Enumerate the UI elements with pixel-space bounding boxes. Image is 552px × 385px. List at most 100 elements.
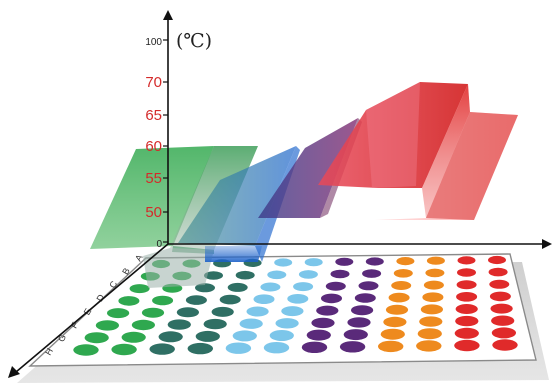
well-C7 [325, 281, 346, 291]
axes: 0 50 55 60 65 70 100 (℃) [8, 10, 552, 378]
red-ribbon-wall-right [422, 84, 470, 218]
well-C8 [358, 281, 379, 291]
well-G10 [417, 328, 442, 340]
temperature-unit-label: (℃) [176, 30, 212, 52]
row-label-H: H [43, 346, 55, 357]
well-D6 [287, 294, 309, 304]
well-C11 [456, 280, 477, 290]
well-D11 [456, 292, 478, 302]
well-H3 [149, 343, 175, 355]
well-H9 [378, 340, 404, 353]
well-B12 [488, 267, 508, 277]
well-G12 [491, 327, 516, 339]
well-G5 [232, 330, 257, 342]
well-A8 [365, 257, 384, 266]
well-F1 [95, 320, 119, 331]
y-axis-arrow [163, 10, 173, 20]
row-label-G: G [56, 333, 68, 344]
well-B6 [298, 270, 318, 279]
y-tick-label-70: 70 [145, 74, 162, 91]
well-E12 [490, 303, 513, 314]
x-axis-arrow [542, 239, 552, 249]
purple-ribbon-top [258, 118, 358, 218]
well-D12 [489, 291, 511, 302]
well-E1 [107, 308, 130, 319]
y-tick-label-55: 55 [145, 170, 162, 187]
well-A7 [335, 257, 354, 266]
well-H2 [111, 343, 137, 356]
well-D3 [185, 295, 207, 305]
green-ribbon-top [90, 146, 214, 249]
y-tick-label-65: 65 [145, 107, 162, 124]
well-C6 [293, 282, 314, 292]
well-grid [73, 255, 518, 356]
well-F4 [203, 318, 227, 330]
well-G3 [158, 331, 183, 343]
well-G4 [195, 330, 220, 342]
well-A9 [396, 257, 415, 266]
well-H12 [492, 339, 518, 351]
well-H7 [301, 341, 328, 353]
well-B3 [204, 271, 223, 280]
well-E4 [211, 306, 234, 317]
y-tick-label-60: 60 [145, 138, 162, 155]
well-F7 [311, 317, 335, 329]
well-H4 [187, 342, 213, 355]
well-B9 [393, 269, 413, 278]
well-C9 [391, 281, 412, 290]
well-G6 [269, 330, 294, 341]
teal-ribbon-top [178, 146, 296, 246]
well-D7 [321, 293, 342, 304]
well-A6 [304, 258, 323, 267]
red-ribbon-wall-left [366, 82, 420, 188]
well-D9 [388, 292, 410, 303]
well-F8 [347, 317, 371, 328]
well-H8 [339, 341, 366, 353]
well-H5 [225, 342, 252, 354]
well-D10 [422, 292, 444, 303]
well-G8 [343, 329, 368, 341]
well-E10 [420, 304, 443, 315]
well-C10 [423, 280, 444, 290]
well-D2 [152, 295, 174, 306]
y-tick-label-50: 50 [145, 204, 162, 221]
y-axis-ticks: 0 50 55 60 65 70 100 [145, 37, 168, 250]
well-E2 [141, 307, 165, 318]
well-D4 [219, 294, 241, 305]
well-C1 [129, 284, 150, 294]
well-H11 [454, 339, 480, 352]
well-F9 [383, 316, 407, 328]
well-G7 [306, 329, 331, 341]
well-G9 [380, 328, 405, 340]
well-B10 [425, 268, 445, 278]
well-H1 [73, 344, 99, 356]
well-B7 [330, 269, 350, 279]
grey-ribbon-wall [143, 248, 214, 288]
blue-ribbon-column [205, 246, 262, 262]
well-G11 [454, 327, 479, 339]
well-B4 [235, 270, 255, 280]
well-E5 [246, 306, 269, 317]
well-E9 [385, 304, 409, 315]
row-label-D: D [94, 292, 106, 303]
well-E6 [281, 306, 304, 317]
z-axis [15, 243, 169, 373]
well-F3 [167, 319, 191, 330]
well-C5 [260, 282, 281, 292]
well-F12 [491, 315, 515, 326]
well-F2 [131, 319, 155, 331]
well-A11 [457, 256, 476, 265]
y-tick-label-0: 0 [156, 239, 162, 250]
well-D8 [354, 293, 376, 303]
well-A12 [488, 255, 506, 265]
well-G2 [121, 331, 146, 343]
red-ribbon-top [318, 82, 468, 188]
row-label-F: F [69, 320, 81, 330]
z-axis-arrow [8, 366, 20, 378]
well-H10 [416, 340, 442, 352]
well-D1 [118, 296, 140, 306]
well-C12 [489, 279, 510, 289]
well-H6 [263, 342, 290, 354]
well-D5 [253, 294, 275, 305]
